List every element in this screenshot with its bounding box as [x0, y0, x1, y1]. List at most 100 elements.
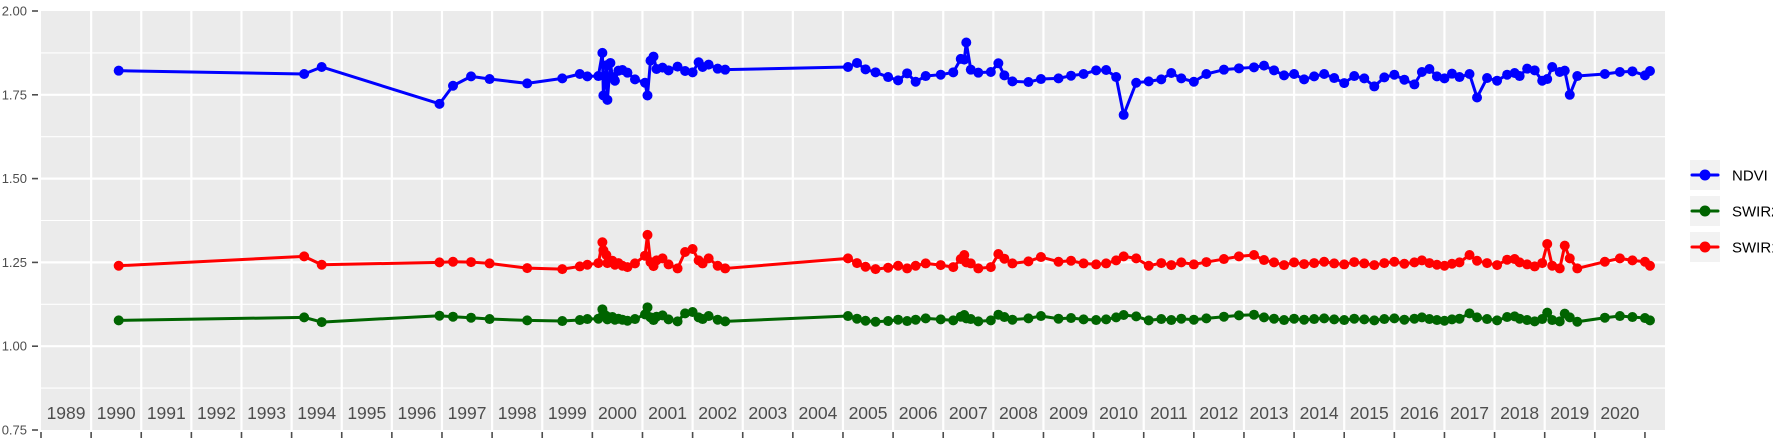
data-point: [893, 260, 904, 271]
data-point: [999, 70, 1010, 81]
data-point: [1166, 68, 1177, 79]
data-point: [1424, 314, 1435, 325]
data-point: [1482, 73, 1493, 84]
data-point: [1007, 314, 1018, 325]
data-point: [993, 58, 1004, 69]
legend-key-point-swir2: [1699, 205, 1711, 217]
data-point: [1454, 313, 1465, 324]
data-point: [663, 65, 674, 76]
data-point: [1522, 315, 1533, 326]
data-point: [1131, 253, 1142, 264]
x-axis-tick-label: 2003: [748, 403, 787, 423]
data-point: [1349, 257, 1360, 268]
data-point: [680, 247, 691, 258]
data-point: [1329, 258, 1340, 269]
data-point: [902, 263, 913, 274]
data-point: [948, 315, 959, 326]
data-point: [1023, 313, 1034, 324]
x-axis-tick-label: 2013: [1250, 403, 1289, 423]
data-point: [883, 262, 894, 273]
data-point: [557, 264, 568, 275]
data-point: [1111, 72, 1122, 83]
x-axis-tick-label: 2010: [1099, 403, 1138, 423]
data-point: [893, 314, 904, 325]
x-axis-tick-label: 2012: [1199, 403, 1238, 423]
data-point: [1522, 259, 1533, 270]
data-point: [1118, 310, 1129, 321]
data-point: [1547, 260, 1558, 271]
data-point: [860, 315, 871, 326]
data-point: [1053, 73, 1064, 84]
data-point: [1389, 313, 1400, 324]
data-point: [1118, 109, 1129, 120]
data-point: [1502, 312, 1513, 323]
data-point: [582, 259, 593, 270]
data-point: [622, 315, 633, 326]
data-point: [593, 258, 604, 269]
data-point: [299, 69, 310, 80]
data-point: [1299, 259, 1310, 270]
data-point: [1091, 315, 1102, 326]
y-axis-tick-label: 1.75: [2, 87, 27, 102]
data-point: [1299, 74, 1310, 85]
data-point: [672, 316, 683, 327]
data-point: [1454, 72, 1465, 83]
data-point: [1416, 255, 1427, 266]
data-point: [920, 258, 931, 269]
data-point: [842, 61, 853, 72]
data-point: [902, 68, 913, 79]
data-point: [574, 261, 585, 272]
data-point: [1201, 69, 1212, 80]
data-point: [1522, 63, 1533, 74]
data-point: [1259, 312, 1270, 323]
data-point: [1091, 259, 1102, 270]
data-point: [1572, 316, 1583, 327]
data-point: [1218, 311, 1229, 322]
data-point: [893, 75, 904, 86]
legend-label-ndvi[interactable]: NDVI: [1732, 168, 1768, 185]
data-point: [484, 314, 495, 325]
data-point: [883, 316, 894, 327]
data-point: [1572, 71, 1583, 82]
data-point: [680, 308, 691, 319]
legend-key-point-swir1: [1699, 241, 1711, 253]
data-point: [1131, 77, 1142, 88]
x-axis-tick-label: 2001: [648, 403, 687, 423]
data-point: [1349, 71, 1360, 82]
data-point: [1066, 70, 1077, 81]
x-axis-tick-label: 1995: [347, 403, 386, 423]
x-axis-tick-label: 1994: [297, 403, 336, 423]
data-point: [1166, 260, 1177, 271]
data-point: [1188, 76, 1199, 87]
data-point: [1188, 259, 1199, 270]
data-point: [113, 65, 124, 76]
data-point: [965, 64, 976, 75]
x-axis-tick-label: 1997: [448, 403, 487, 423]
data-point: [522, 315, 533, 326]
legend-label-swir1[interactable]: SWIR1: [1732, 240, 1773, 257]
data-point: [1627, 312, 1638, 323]
data-point: [484, 74, 495, 85]
legend-label-swir2[interactable]: SWIR2: [1732, 204, 1773, 221]
data-point: [1319, 256, 1330, 267]
data-point: [1176, 313, 1187, 324]
data-point: [1502, 254, 1513, 265]
data-point: [1035, 74, 1046, 85]
data-point: [1514, 257, 1525, 268]
y-axis-tick-label: 1.25: [2, 255, 27, 270]
data-point: [973, 263, 984, 274]
data-point: [1269, 257, 1280, 268]
data-point: [1023, 256, 1034, 267]
data-point: [935, 260, 946, 271]
data-point: [582, 314, 593, 325]
x-axis-tick-label: 2015: [1350, 403, 1389, 423]
y-axis-tick-label: 1.00: [2, 339, 27, 354]
legend-key-point-ndvi: [1699, 169, 1711, 181]
x-axis-tick-label: 2005: [849, 403, 888, 423]
data-point: [1248, 62, 1259, 73]
data-point: [1309, 314, 1320, 325]
data-point: [1644, 260, 1655, 271]
data-point: [920, 313, 931, 324]
x-axis-tick-label: 2011: [1150, 403, 1188, 423]
